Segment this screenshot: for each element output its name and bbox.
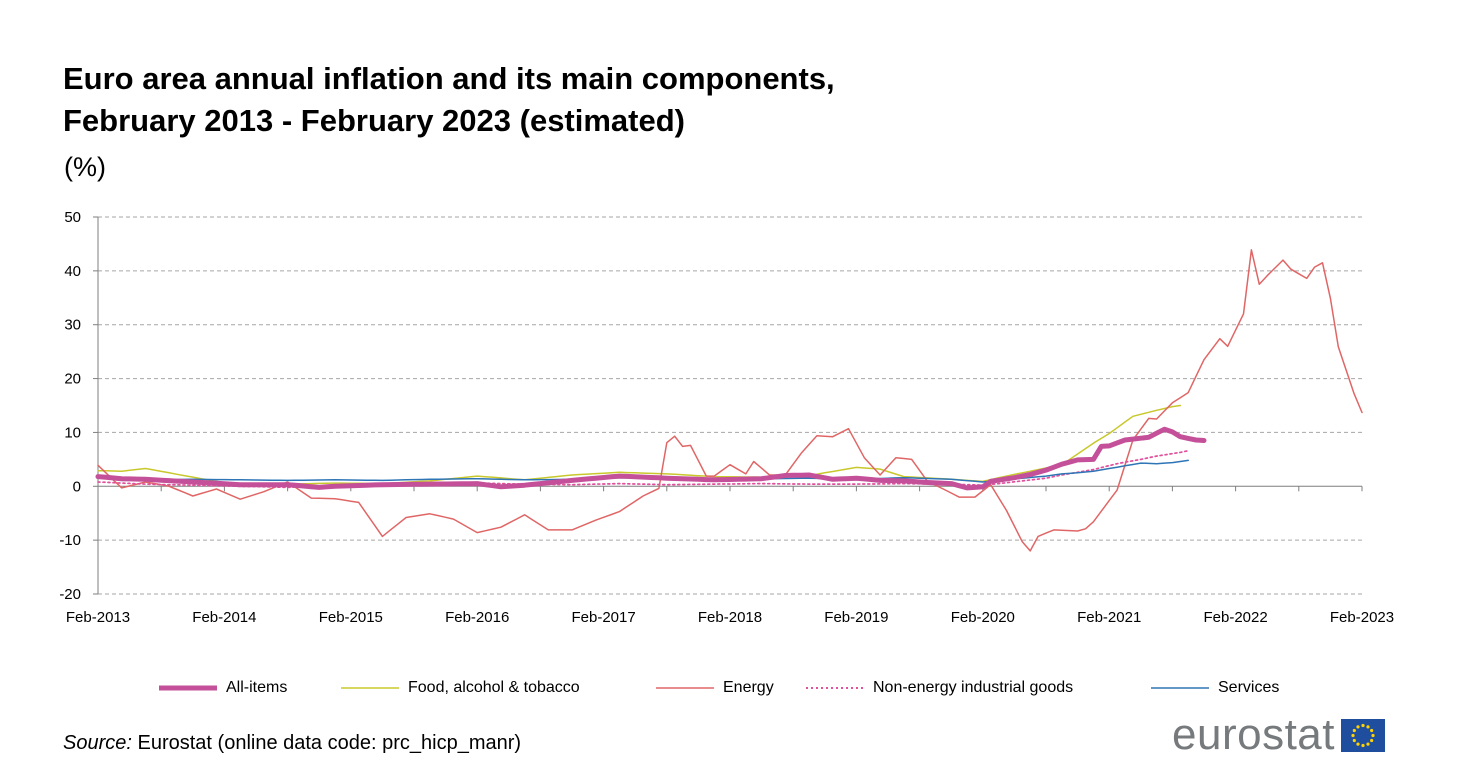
x-tick-label: Feb-2022	[1203, 609, 1267, 626]
flag-star	[1351, 733, 1355, 737]
source-note: Source: Eurostat (online data code: prc_…	[63, 732, 521, 755]
flag-star	[1356, 724, 1360, 728]
flag-star	[1366, 742, 1370, 746]
logo-text: eurostat	[1172, 710, 1335, 759]
legend-swatch	[159, 685, 217, 691]
y-tick-label: -10	[59, 532, 81, 549]
flag-star	[1366, 724, 1370, 728]
series-line-all-items	[95, 426, 1207, 491]
flag-star	[1371, 733, 1375, 737]
legend-label: Services	[1218, 679, 1280, 696]
x-tick-label: Feb-2013	[66, 609, 130, 626]
y-axis-unit-label: (%)	[64, 152, 106, 182]
legend-item: All-items	[158, 676, 287, 700]
eu-flag-icon	[1340, 718, 1385, 752]
axes	[93, 216, 1363, 595]
series-line-food-alcohol-tobacco	[97, 404, 1182, 487]
eurostat-logo: eurostat	[1172, 710, 1385, 760]
legend-item: Non-energy industrial goods	[805, 676, 1073, 700]
y-tick-label: 50	[64, 209, 81, 226]
legend-swatch	[1151, 687, 1209, 689]
chart-title-line-2: February 2013 - February 2023 (estimated…	[63, 103, 685, 138]
flag-star	[1361, 743, 1365, 747]
x-tick-label: Feb-2023	[1330, 609, 1394, 626]
legend-label: Food, alcohol & tobacco	[408, 679, 580, 696]
x-tick-label: Feb-2021	[1077, 609, 1141, 626]
line-chart: 50 40 30 20 10 0 -10 -20 Feb-2013 Feb-2014 Feb-201…	[59, 209, 1394, 626]
tick-labels: 50 40 30 20 10 0 -10 -20 Feb-2013 Feb-2014 Feb-201…	[59, 209, 1394, 626]
x-tick-label: Feb-2014	[192, 609, 256, 626]
source-prefix: Source:	[63, 732, 132, 754]
y-tick-label: 10	[64, 424, 81, 441]
legend-label: All-items	[226, 679, 288, 696]
series-line-non-energy-industrial-goods	[97, 449, 1190, 489]
chart-title: Euro area annual inflation and its main …	[63, 58, 835, 142]
flag-star	[1356, 742, 1360, 746]
y-tick-label: 20	[64, 371, 81, 388]
y-tick-label: -20	[59, 586, 81, 603]
legend-swatch	[806, 687, 864, 689]
legend-swatch	[341, 687, 399, 689]
flag-star	[1370, 738, 1374, 742]
chart-title-line-1: Euro area annual inflation and its main …	[63, 61, 835, 96]
legend-label: Energy	[723, 679, 774, 696]
x-tick-label: Feb-2019	[824, 609, 888, 626]
chart-legend: All-items Food, alcohol & tobacco Energy No…	[0, 676, 1472, 700]
legend-item: Food, alcohol & tobacco	[340, 676, 580, 700]
x-tick-label: Feb-2017	[571, 609, 635, 626]
flag-star	[1352, 738, 1356, 742]
x-tick-label: Feb-2018	[698, 609, 762, 626]
legend-label: Non-energy industrial goods	[873, 679, 1074, 696]
source-text: Eurostat (online data code: prc_hicp_man…	[131, 732, 522, 754]
series-line-energy	[97, 249, 1363, 552]
flag-star	[1370, 728, 1374, 732]
x-tick-label: Feb-2015	[319, 609, 383, 626]
x-tick-label: Feb-2020	[951, 609, 1015, 626]
flag-star	[1361, 723, 1365, 727]
legend-item: Energy	[655, 676, 774, 700]
flag-star	[1352, 728, 1356, 732]
gridlines	[98, 216, 1362, 595]
x-tick-label: Feb-2016	[445, 609, 509, 626]
y-tick-label: 30	[64, 317, 81, 334]
legend-swatch	[656, 687, 714, 689]
series-lines	[95, 249, 1363, 552]
legend-item: Services	[1150, 676, 1279, 700]
y-tick-label: 40	[64, 263, 81, 280]
y-tick-label: 0	[73, 478, 81, 495]
